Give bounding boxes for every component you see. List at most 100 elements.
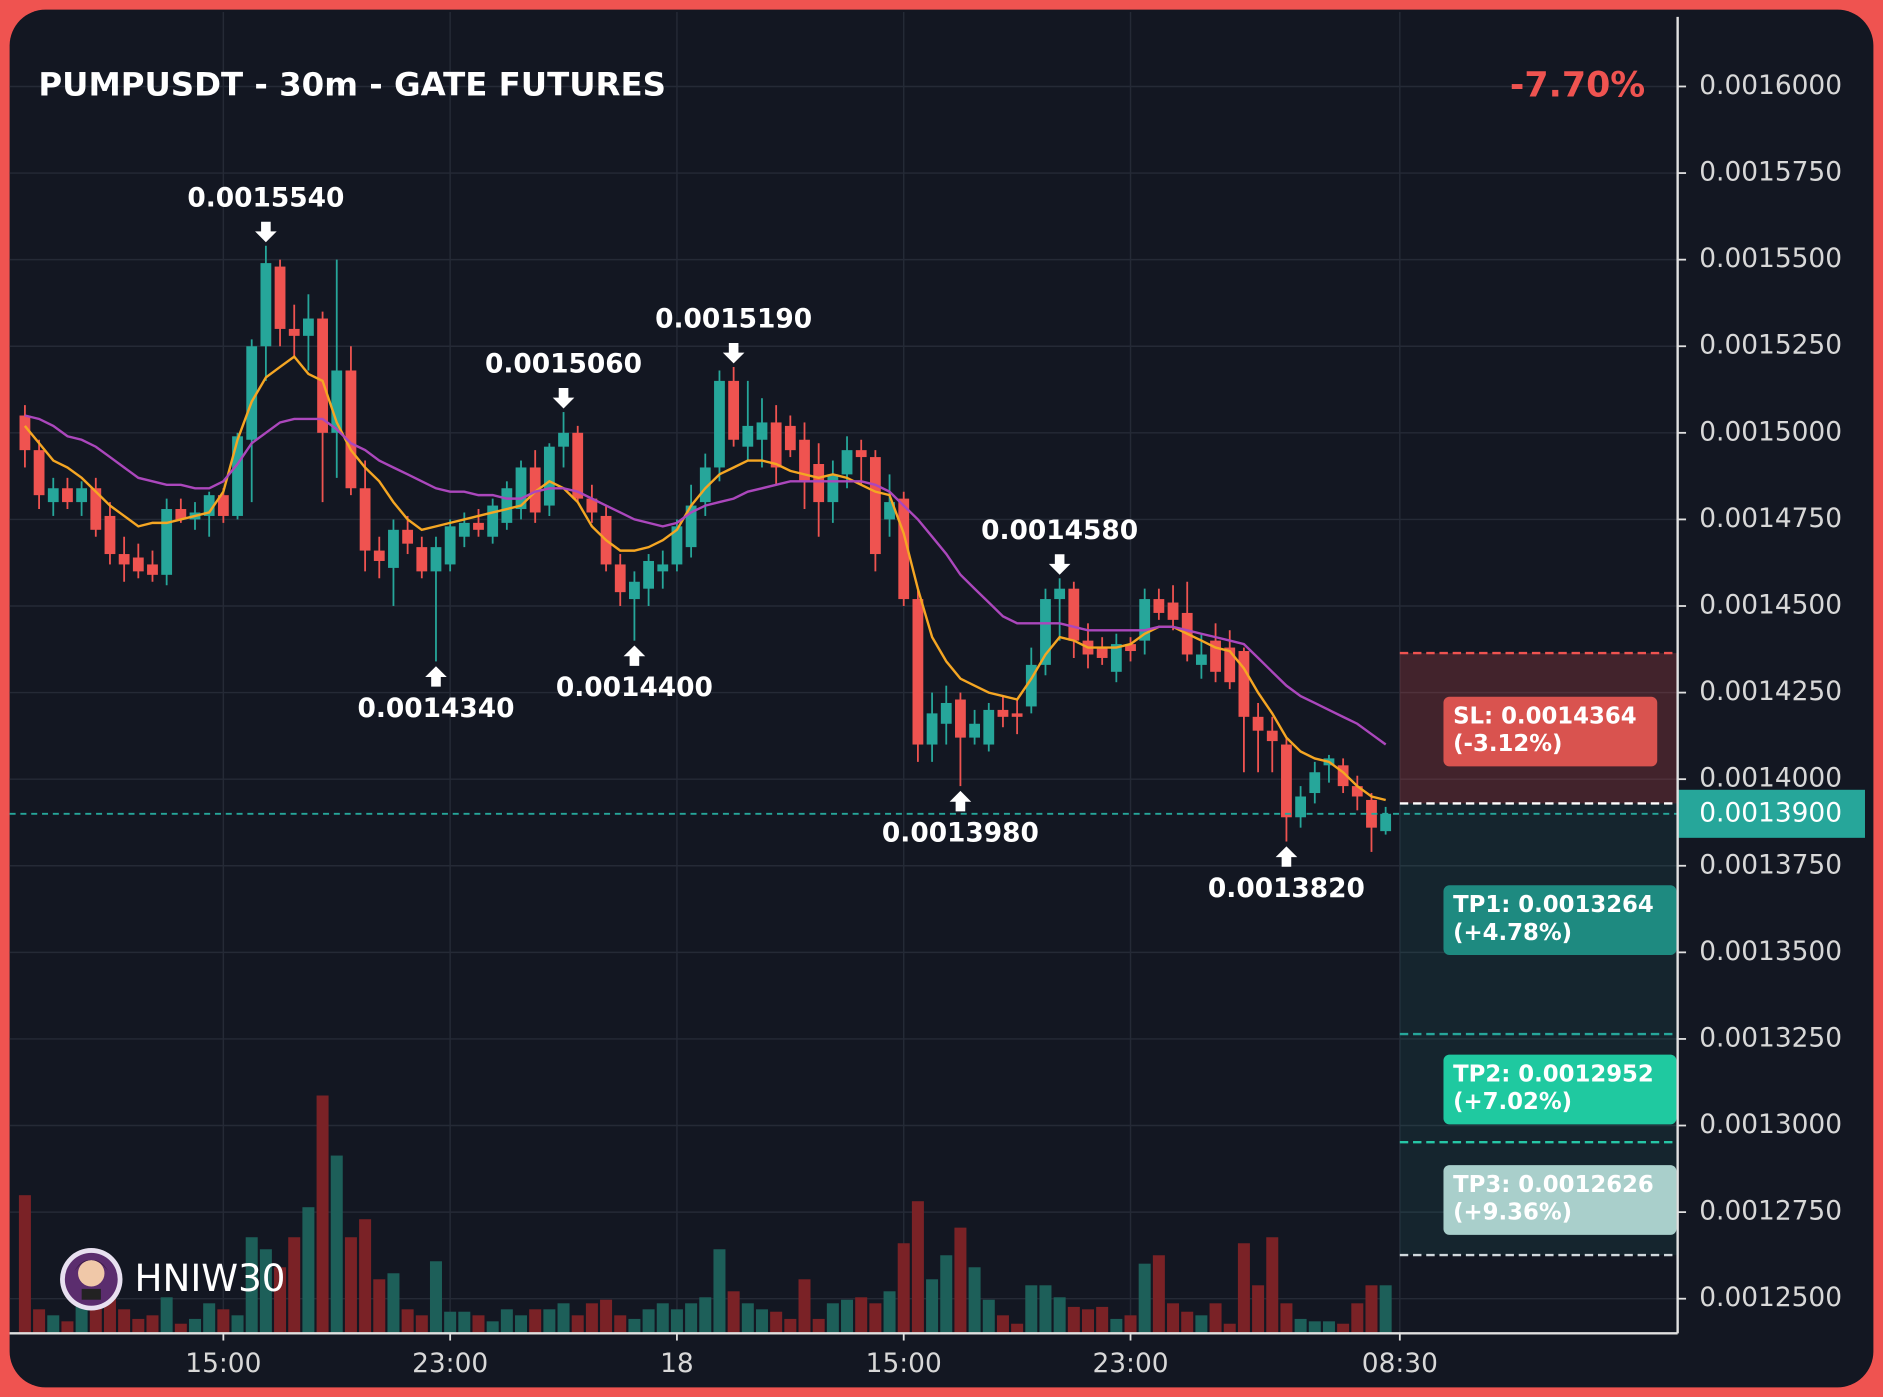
- volume-bar: [911, 1201, 924, 1334]
- candle-body: [1295, 796, 1307, 818]
- candle-body: [317, 318, 328, 433]
- volume-bar: [1223, 1323, 1236, 1334]
- level-change: (+4.78%): [1453, 920, 1572, 946]
- level-box: [1443, 1165, 1677, 1235]
- candle-body: [1096, 647, 1108, 658]
- axis-layer: 0.0012500 0.0012750 0.0013000 0.0013250 0.00…: [9, 16, 1865, 1379]
- level-label: TP3: 0.0012626: [1453, 1172, 1654, 1198]
- volume-bar: [174, 1323, 187, 1334]
- candle-body: [1167, 602, 1179, 620]
- arrow-up: [623, 645, 646, 666]
- volume-bar: [1280, 1303, 1293, 1334]
- volume-bar: [1252, 1285, 1265, 1334]
- candle-body: [614, 564, 626, 593]
- arrow-down: [255, 221, 277, 243]
- candle-body: [529, 467, 541, 513]
- candle-body: [869, 457, 881, 555]
- volume-bar: [160, 1297, 173, 1334]
- volume-bar: [203, 1303, 216, 1334]
- candle-body: [1011, 713, 1023, 717]
- y-tick-label: 0.0013500: [1699, 936, 1842, 967]
- candle-body: [926, 713, 938, 745]
- volume-bar: [444, 1311, 457, 1334]
- chart-title: PUMPUSDT - 30m - GATE FUTURES: [38, 65, 666, 103]
- candle-body: [983, 709, 995, 745]
- volume-bar: [529, 1309, 542, 1334]
- avatar-body: [81, 1288, 101, 1300]
- volume-bar: [401, 1309, 414, 1334]
- candle-body: [147, 564, 158, 575]
- x-tick-label: 15:00: [866, 1348, 942, 1379]
- candle-body: [1025, 664, 1037, 707]
- volume-bar: [118, 1309, 131, 1334]
- candle-body: [373, 550, 385, 561]
- x-tick-label: 08:30: [1362, 1348, 1438, 1379]
- high-label: 0.0015190: [655, 304, 812, 335]
- volume-bar: [642, 1309, 655, 1334]
- volume-bar: [1110, 1318, 1123, 1334]
- price-tag-label: 0.0013900: [1699, 797, 1842, 828]
- low-label: 0.0013980: [882, 818, 1039, 849]
- watermark: HNIW30: [135, 1256, 286, 1300]
- arrow-down: [722, 342, 745, 364]
- candles-layer: [19, 245, 1392, 852]
- volume-bar: [727, 1291, 740, 1334]
- arrow-up: [425, 666, 447, 687]
- y-tick-label: 0.0013750: [1699, 849, 1842, 880]
- candle-body: [104, 515, 116, 555]
- y-tick-label: 0.0015250: [1699, 330, 1842, 361]
- candle-body: [685, 505, 697, 548]
- volume-bar: [585, 1303, 598, 1334]
- candle-body: [629, 581, 640, 600]
- volume-bar: [557, 1303, 570, 1334]
- volume-bar: [259, 1249, 272, 1334]
- candle-body: [1068, 588, 1080, 641]
- volume-bar: [926, 1279, 939, 1334]
- candle-body: [799, 439, 810, 482]
- candle-body: [784, 425, 796, 451]
- candle-body: [572, 432, 584, 499]
- volume-bar: [1138, 1263, 1151, 1334]
- y-tick-label: 0.0014250: [1699, 676, 1842, 707]
- volume-bar: [600, 1299, 613, 1334]
- candle-body: [756, 422, 768, 440]
- candle-body: [487, 505, 499, 537]
- level-change: (-3.12%): [1453, 731, 1562, 757]
- level-label: TP2: 0.0012952: [1453, 1062, 1654, 1088]
- volume-bar: [1081, 1309, 1094, 1334]
- candle-body: [898, 498, 910, 600]
- level-box: [1443, 696, 1658, 767]
- volume-bar: [515, 1315, 528, 1334]
- candle-body: [161, 509, 173, 575]
- volume-bar: [500, 1309, 513, 1334]
- volume-bar: [231, 1315, 244, 1334]
- candle-body: [118, 554, 130, 565]
- candle-body: [586, 498, 598, 513]
- volume-bar: [543, 1309, 556, 1334]
- volume-bar: [656, 1303, 669, 1334]
- arrow-down: [552, 388, 575, 409]
- candle-body: [1238, 651, 1250, 717]
- volume-bar: [940, 1255, 953, 1334]
- candle-body: [288, 328, 300, 336]
- volume-bar: [1152, 1255, 1165, 1334]
- y-tick-label: 0.0014000: [1699, 763, 1842, 794]
- volume-bar: [571, 1315, 584, 1334]
- candle-body: [274, 266, 286, 329]
- candle-body: [473, 522, 484, 530]
- candle-body: [728, 380, 740, 440]
- x-tick-label: 23:00: [1092, 1348, 1168, 1379]
- candle-body: [813, 463, 825, 503]
- candle-body: [1380, 813, 1392, 832]
- volume-bar: [741, 1303, 754, 1334]
- avatar-face: [78, 1260, 105, 1287]
- candle-body: [1195, 654, 1207, 665]
- volume-bar: [33, 1309, 46, 1334]
- candle-body: [855, 450, 867, 458]
- volume-bar: [1322, 1321, 1335, 1334]
- candle-body: [699, 467, 711, 503]
- candle-body: [260, 263, 272, 347]
- candle-body: [444, 526, 456, 565]
